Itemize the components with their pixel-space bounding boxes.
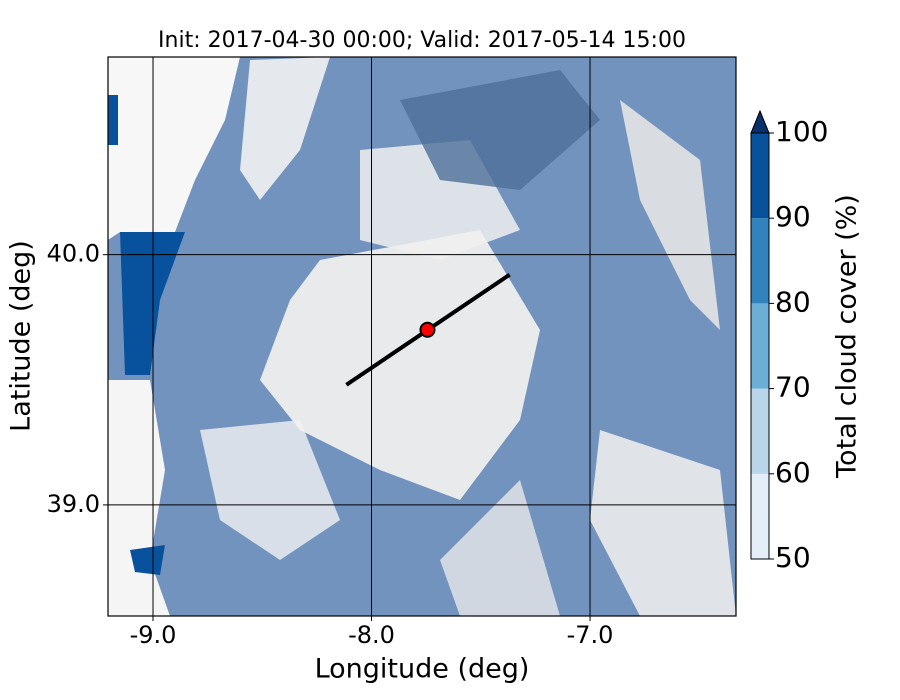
chart-title: Init: 2017-04-30 00:00; Valid: 2017-05-1… [158,28,686,53]
cloud-field [108,57,736,616]
y-tick-label: 39.0 [47,490,100,518]
colorbar-segment [751,133,769,219]
colorbar-tick-label: 60 [775,456,811,489]
x-tick-label: -8.0 [348,621,395,649]
colorbar-segment [751,473,769,559]
colorbar-segment [751,388,769,474]
colorbar-segment [751,218,769,304]
x-tick-label: -7.0 [567,621,614,649]
y-tick-label: 40.0 [47,240,100,268]
colorbar-tick-label: 80 [775,285,811,318]
colorbar-tick-label: 90 [775,200,811,233]
y-axis-label: Latitude (deg) [6,240,37,432]
colorbar-frame [750,132,770,560]
colorbar-segment [751,303,769,389]
colorbar-label: Total cloud cover (%) [832,194,863,479]
colorbar-extend [750,109,770,134]
plot-layer: -9.0 -8.0 -7.0 39.0 40.0 [47,57,736,649]
colorbar-tick-label: 50 [775,541,811,574]
colorbar-tick-label: 70 [775,371,811,404]
colorbar-tick-label: 100 [775,115,828,148]
x-tick-label: -9.0 [130,621,177,649]
x-axis-label: Longitude (deg) [315,654,530,685]
plot-frame [107,56,737,617]
point-marker [419,321,436,338]
